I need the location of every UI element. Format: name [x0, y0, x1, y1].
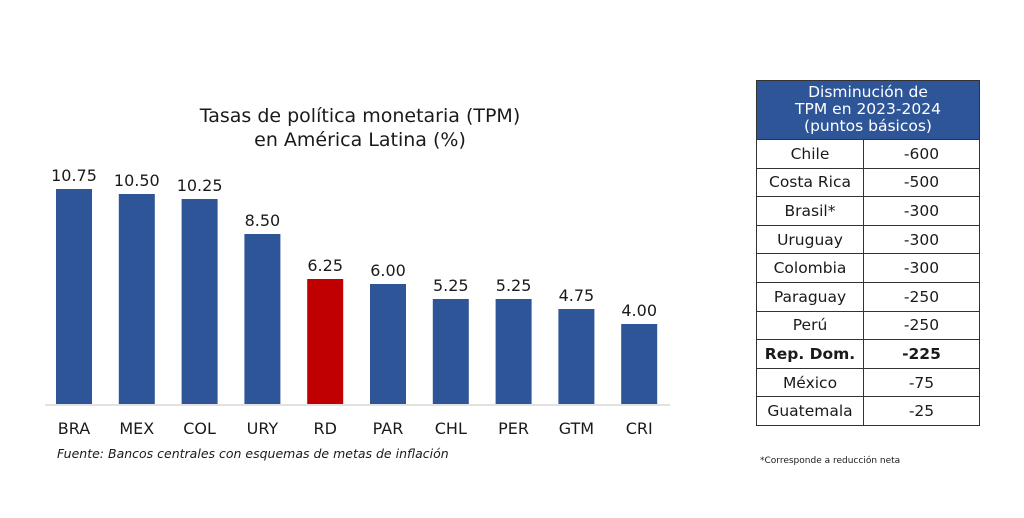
bar-chl — [432, 299, 469, 404]
data-label-gtm: 4.75 — [559, 286, 595, 305]
data-label-par: 6.00 — [370, 261, 406, 280]
chart-title: Tasas de política monetaria (TPM) en Amé… — [90, 104, 630, 152]
bar-cri — [621, 324, 658, 404]
x-tick-label-gtm: GTM — [559, 419, 594, 438]
table-row: Uruguay -300 — [756, 224, 980, 255]
data-label-ury: 8.50 — [245, 211, 281, 230]
country-cell: Colombia — [756, 253, 864, 283]
value-cell: -25 — [863, 396, 980, 426]
x-tick-label-par: PAR — [373, 419, 404, 438]
x-tick-label-per: PER — [498, 419, 529, 438]
value-cell: -300 — [863, 196, 980, 226]
chart-title-line-2: en América Latina (%) — [254, 129, 466, 151]
data-label-chl: 5.25 — [433, 276, 469, 295]
x-tick-label-bra: BRA — [58, 419, 90, 438]
table-row: Colombia -300 — [756, 253, 980, 283]
bar-bra — [56, 189, 92, 404]
chart-source: Fuente: Bancos centrales con esquemas de… — [57, 446, 449, 461]
table-row: México -75 — [756, 367, 980, 398]
bar-per — [495, 299, 532, 404]
bar-chart: 10.75 BRA 10.50 MEX 10.25 COL 8.50 URY 6.25 RD 6.0… — [45, 166, 670, 438]
bar-ury — [244, 234, 281, 404]
table-row: Chile -600 — [756, 139, 980, 169]
chart-title-line-1: Tasas de política monetaria (TPM) — [199, 105, 521, 127]
table-header-line-2: TPM en 2023-2024 — [795, 100, 941, 118]
country-cell: Chile — [756, 139, 864, 169]
table-body: Chile -600 Costa Rica -500 Brasil* -300 Urugua… — [756, 139, 980, 426]
x-tick-label-chl: CHL — [435, 419, 467, 438]
table-row: Perú -250 — [756, 310, 980, 341]
table-footnote: *Corresponde a reducción neta — [760, 456, 901, 466]
value-cell: -75 — [863, 367, 980, 398]
bar-par — [370, 284, 406, 404]
x-tick-label-rd: RD — [313, 419, 336, 438]
country-cell: Costa Rica — [756, 167, 864, 198]
data-label-cri: 4.00 — [621, 301, 657, 320]
table-header: Disminución de TPM en 2023-2024 (puntos … — [756, 80, 980, 140]
data-label-rd: 6.25 — [307, 256, 343, 275]
table-row: Guatemala -25 — [756, 396, 980, 426]
table-header-line-1: Disminución de — [808, 83, 928, 101]
country-cell: Guatemala — [756, 396, 864, 426]
x-tick-label-cri: CRI — [626, 419, 653, 438]
value-cell: -225 — [863, 339, 980, 369]
rate-cuts-table: Disminución de TPM en 2023-2024 (puntos … — [756, 80, 980, 426]
table-header-line-3: (puntos básicos) — [804, 117, 932, 135]
country-cell: Paraguay — [756, 281, 864, 312]
data-label-bra: 10.75 — [51, 166, 97, 185]
country-cell: Uruguay — [756, 224, 864, 255]
value-cell: -250 — [863, 310, 980, 341]
data-label-mex: 10.50 — [114, 171, 160, 190]
value-cell: -600 — [863, 139, 980, 169]
country-cell: Perú — [756, 310, 864, 341]
data-label-per: 5.25 — [496, 276, 532, 295]
table-row: Brasil* -300 — [756, 196, 980, 226]
table-row: Rep. Dom. -225 — [756, 339, 980, 369]
data-label-col: 10.25 — [177, 176, 223, 195]
table-row: Paraguay -250 — [756, 281, 980, 312]
bar-col — [181, 199, 218, 404]
x-tick-label-ury: URY — [247, 419, 279, 438]
table-row: Costa Rica -500 — [756, 167, 980, 198]
table-header-row: Disminución de TPM en 2023-2024 (puntos … — [756, 80, 980, 140]
country-cell: Brasil* — [756, 196, 864, 226]
bar-mex — [118, 194, 155, 404]
bar-gtm — [558, 309, 595, 404]
value-cell: -300 — [863, 224, 980, 255]
country-cell: México — [756, 367, 864, 398]
value-cell: -250 — [863, 281, 980, 312]
value-cell: -500 — [863, 167, 980, 198]
bar-rd — [307, 279, 344, 404]
x-tick-label-col: COL — [183, 419, 216, 438]
country-cell: Rep. Dom. — [756, 339, 864, 369]
x-tick-label-mex: MEX — [119, 419, 154, 438]
value-cell: -300 — [863, 253, 980, 283]
